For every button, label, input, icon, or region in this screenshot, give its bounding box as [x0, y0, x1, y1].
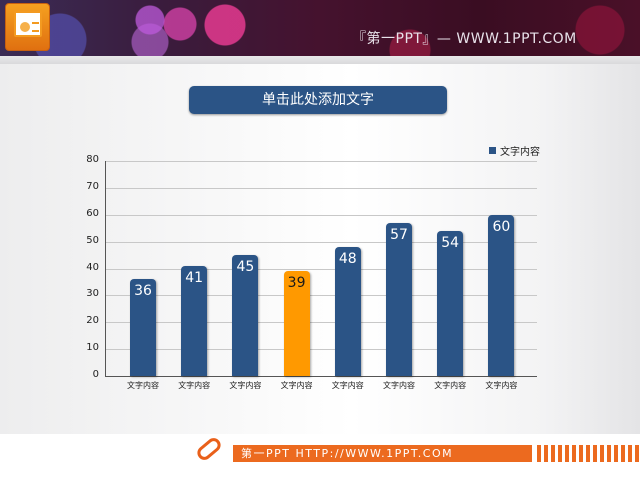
y-tick-label: 80: [86, 154, 99, 165]
bar[interactable]: 54: [437, 230, 464, 376]
gridline: [105, 349, 537, 351]
x-tick-label: 文字内容: [127, 381, 159, 390]
bar[interactable]: 60: [488, 214, 515, 376]
bar-value-label: 39: [287, 275, 306, 292]
pencil-icon: [194, 435, 224, 463]
slide-title-box[interactable]: 单击此处添加文字: [189, 86, 447, 114]
bar[interactable]: 36: [130, 279, 156, 376]
footer-stripes: [537, 445, 640, 462]
gridline: [105, 214, 537, 216]
gridline: [105, 322, 537, 324]
header-banner: 『第一PPT』— WWW.1PPT.COM: [0, 0, 640, 56]
y-tick-label: 30: [86, 288, 99, 300]
bar-value-label: 48: [338, 251, 357, 267]
bar[interactable]: 41: [181, 265, 208, 376]
bar[interactable]: 48: [334, 247, 361, 376]
slide-body: [0, 64, 640, 434]
bar-value-label: 45: [236, 259, 255, 276]
bar-value-label: 41: [185, 269, 204, 286]
x-tick-label: 文字内容: [331, 381, 364, 390]
bar-value-label: 60: [492, 218, 511, 235]
powerpoint-icon: [5, 3, 50, 51]
x-tick-label: 文字内容: [229, 381, 262, 390]
x-axis: [105, 376, 537, 377]
header-title: 『第一PPT』— WWW.1PPT.COM: [352, 31, 577, 47]
x-tick-label: 文字内容: [178, 381, 211, 390]
header-divider: [0, 56, 640, 64]
plot-area: [105, 161, 537, 376]
y-tick-label: 70: [86, 180, 99, 192]
gridline: [105, 241, 537, 243]
y-tick-label: 10: [86, 342, 99, 354]
x-tick-label: 文字内容: [434, 381, 467, 390]
y-tick-label: 50: [86, 234, 99, 246]
bar-value-label: 57: [390, 226, 408, 243]
x-tick-label: 文字内容: [280, 381, 313, 390]
legend-label: 文字内容: [500, 147, 540, 158]
y-tick-label: 40: [86, 261, 99, 273]
gridline: [105, 161, 537, 162]
x-tick-label: 文字内容: [383, 381, 415, 390]
legend-swatch: [489, 147, 496, 154]
footer-banner: 第一PPT HTTP://WWW.1PPT.COM: [233, 445, 532, 462]
x-tick-label: 文字内容: [485, 381, 518, 390]
bar[interactable]: 45: [232, 255, 259, 376]
gridline: [105, 295, 537, 297]
bar[interactable]: 57: [386, 222, 412, 376]
gridline: [105, 268, 537, 270]
bar-value-label: 54: [441, 234, 460, 251]
y-tick-label: 60: [86, 207, 99, 219]
y-tick-label: 0: [92, 369, 99, 380]
chart-legend: 文字内容: [489, 143, 540, 158]
bar-value-label: 36: [134, 283, 152, 300]
gridline: [105, 187, 537, 189]
y-axis: [105, 161, 106, 377]
y-tick-label: 20: [86, 315, 99, 327]
bar[interactable]: 39: [283, 271, 310, 376]
